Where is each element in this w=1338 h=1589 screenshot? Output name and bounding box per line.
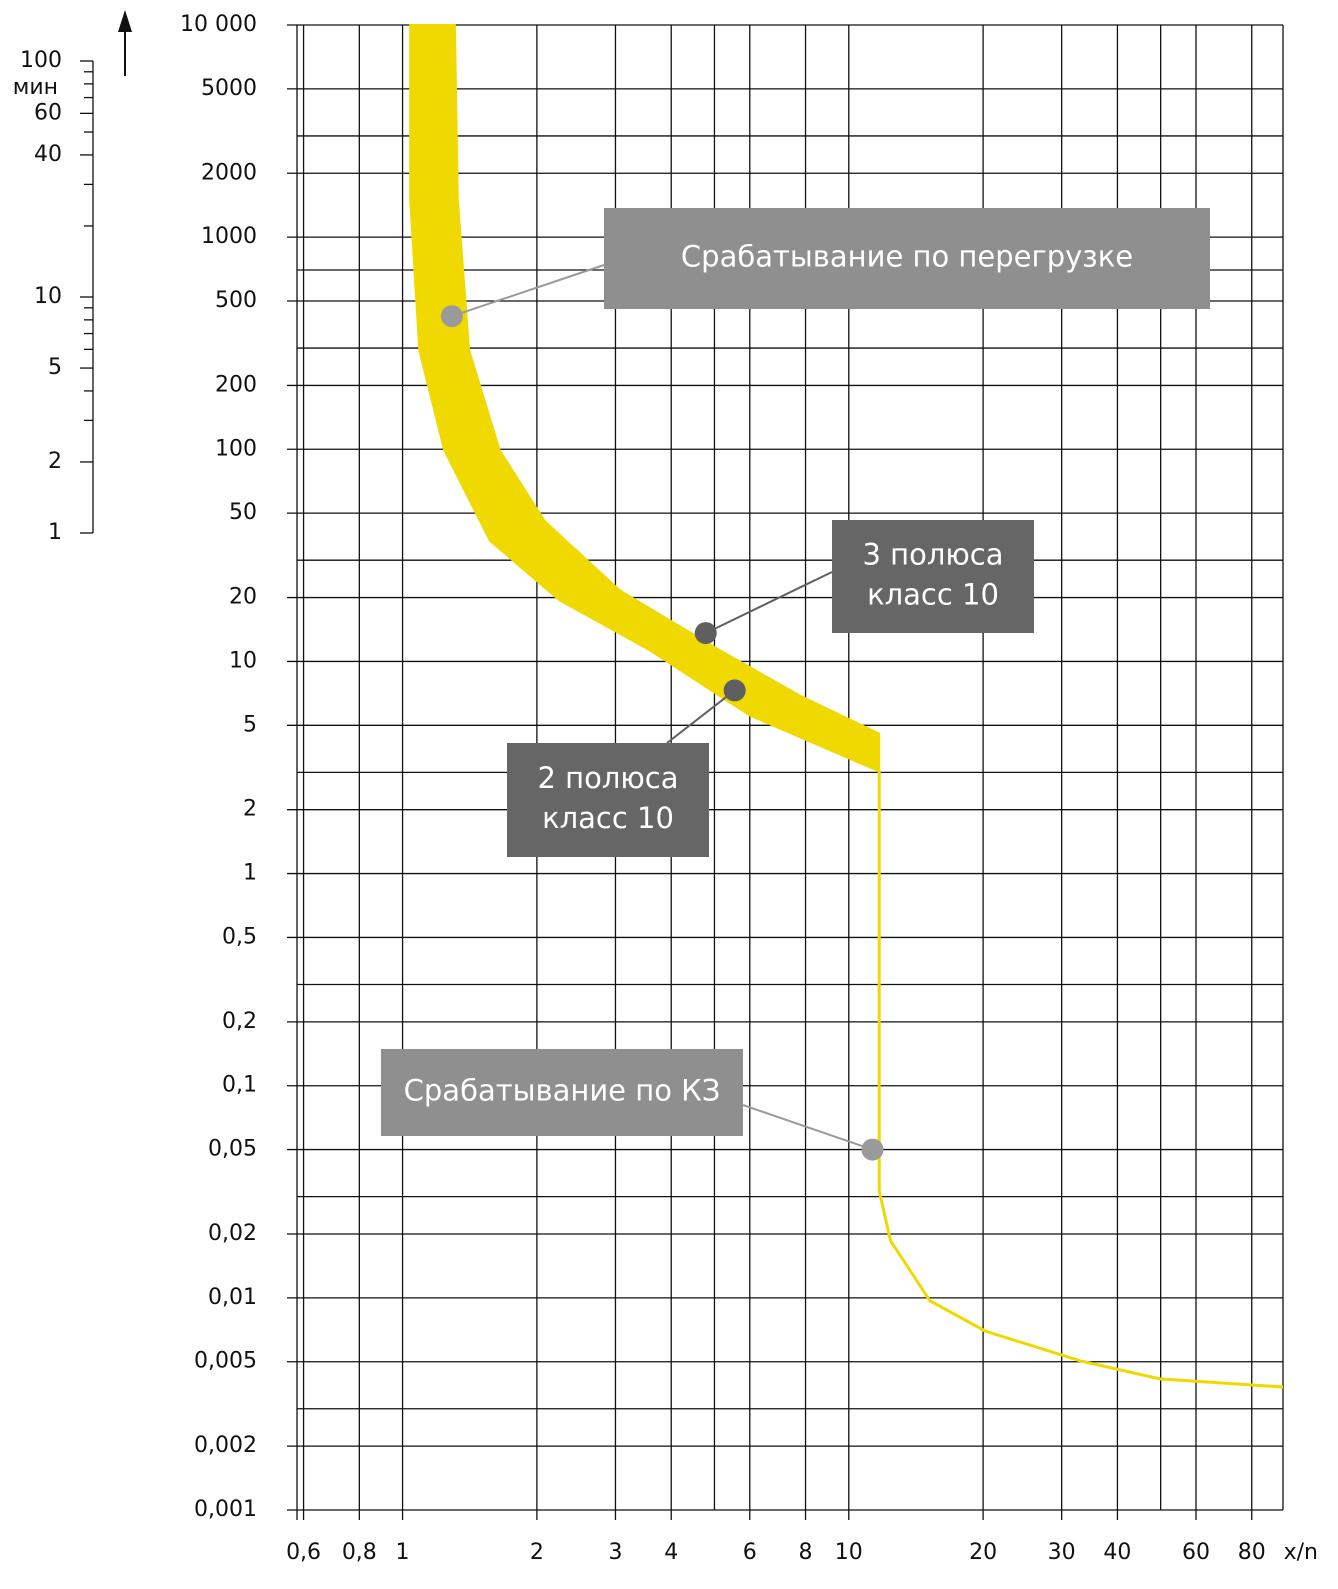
x-tick-label: 80: [1238, 1540, 1266, 1565]
annotation-point: [861, 1138, 884, 1161]
minutes-tick-label: 1: [48, 520, 62, 545]
annotation-text: Срабатывание по КЗ: [404, 1074, 721, 1108]
x-tick-label: 6: [743, 1540, 757, 1565]
x-tick-label: 4: [664, 1540, 678, 1565]
y-tick-label: 0,01: [208, 1285, 257, 1310]
y-tick-label: 0,5: [222, 924, 257, 949]
y-tick-label: 0,02: [208, 1221, 257, 1246]
y-tick-label: 200: [215, 372, 257, 397]
x-tick-label: 40: [1103, 1540, 1131, 1565]
y-tick-label: 500: [215, 288, 257, 313]
y-tick-label: 2000: [201, 160, 257, 185]
y-tick-label: 1: [243, 861, 257, 886]
annotation-leader: [705, 571, 833, 634]
minutes-tick-label: 2: [48, 449, 62, 474]
annotation-point: [723, 679, 746, 702]
annotation-box: [507, 743, 709, 857]
x-tick-label: 1: [396, 1540, 410, 1565]
x-tick-label: 0,8: [342, 1540, 377, 1565]
x-tick-label: 30: [1048, 1540, 1076, 1565]
x-tick-label: 8: [799, 1540, 813, 1565]
x-axis-label: x/n: [1284, 1540, 1318, 1565]
y-tick-label: 0,2: [222, 1009, 257, 1034]
minutes-tick-label: 5: [48, 355, 62, 380]
y-tick-label: 2: [243, 797, 257, 822]
x-tick-label: 60: [1182, 1540, 1210, 1565]
y-tick-label: 0,002: [194, 1433, 257, 1458]
annotation-point: [440, 305, 463, 328]
annotation-leader: [666, 689, 736, 744]
minutes-tick-label: 10: [34, 284, 62, 309]
y-tick-label: 100: [215, 436, 257, 461]
y-tick-label: 0,1: [222, 1073, 257, 1098]
y-tick-label: 0,005: [194, 1349, 257, 1374]
annotation-box: [832, 520, 1034, 633]
x-tick-label: 3: [608, 1540, 622, 1565]
x-tick-label: 2: [530, 1540, 544, 1565]
x-tick-label: 10: [835, 1540, 863, 1565]
overload-band: [409, 24, 881, 773]
annotation-box: [604, 208, 1210, 309]
x-tick-label: 20: [969, 1540, 997, 1565]
y-tick-label: 0,05: [208, 1137, 257, 1162]
annotation-text: 3 полюса: [862, 538, 1003, 572]
annotation-leader: [451, 264, 605, 318]
trip-line: [877, 771, 1284, 1389]
annotation-box: [381, 1049, 743, 1136]
annotation-leader: [742, 1104, 873, 1151]
y-tick-label: 5000: [201, 76, 257, 101]
annotation-text: Срабатывание по перегрузке: [681, 240, 1133, 274]
y-tick-label: 10: [229, 648, 257, 673]
y-tick-label: 20: [229, 585, 257, 610]
y-tick-label: 50: [229, 500, 257, 525]
annotation-text: 2 полюса: [537, 761, 678, 795]
axis-arrow-head: [118, 10, 132, 32]
y-tick-label: 1000: [201, 224, 257, 249]
y-tick-label: 5: [243, 712, 257, 737]
minutes-tick-label: 100: [20, 48, 62, 73]
x-tick-label: 0,6: [286, 1540, 321, 1565]
minutes-axis-label: мин: [13, 75, 58, 100]
annotation-text: класс 10: [867, 578, 999, 612]
annotation-text: класс 10: [542, 801, 674, 835]
minutes-tick-label: 40: [34, 142, 62, 167]
y-tick-label: 0,001: [194, 1497, 257, 1522]
minutes-tick-label: 60: [34, 100, 62, 125]
y-tick-label: 10 000: [180, 12, 257, 37]
annotation-point: [694, 622, 717, 645]
